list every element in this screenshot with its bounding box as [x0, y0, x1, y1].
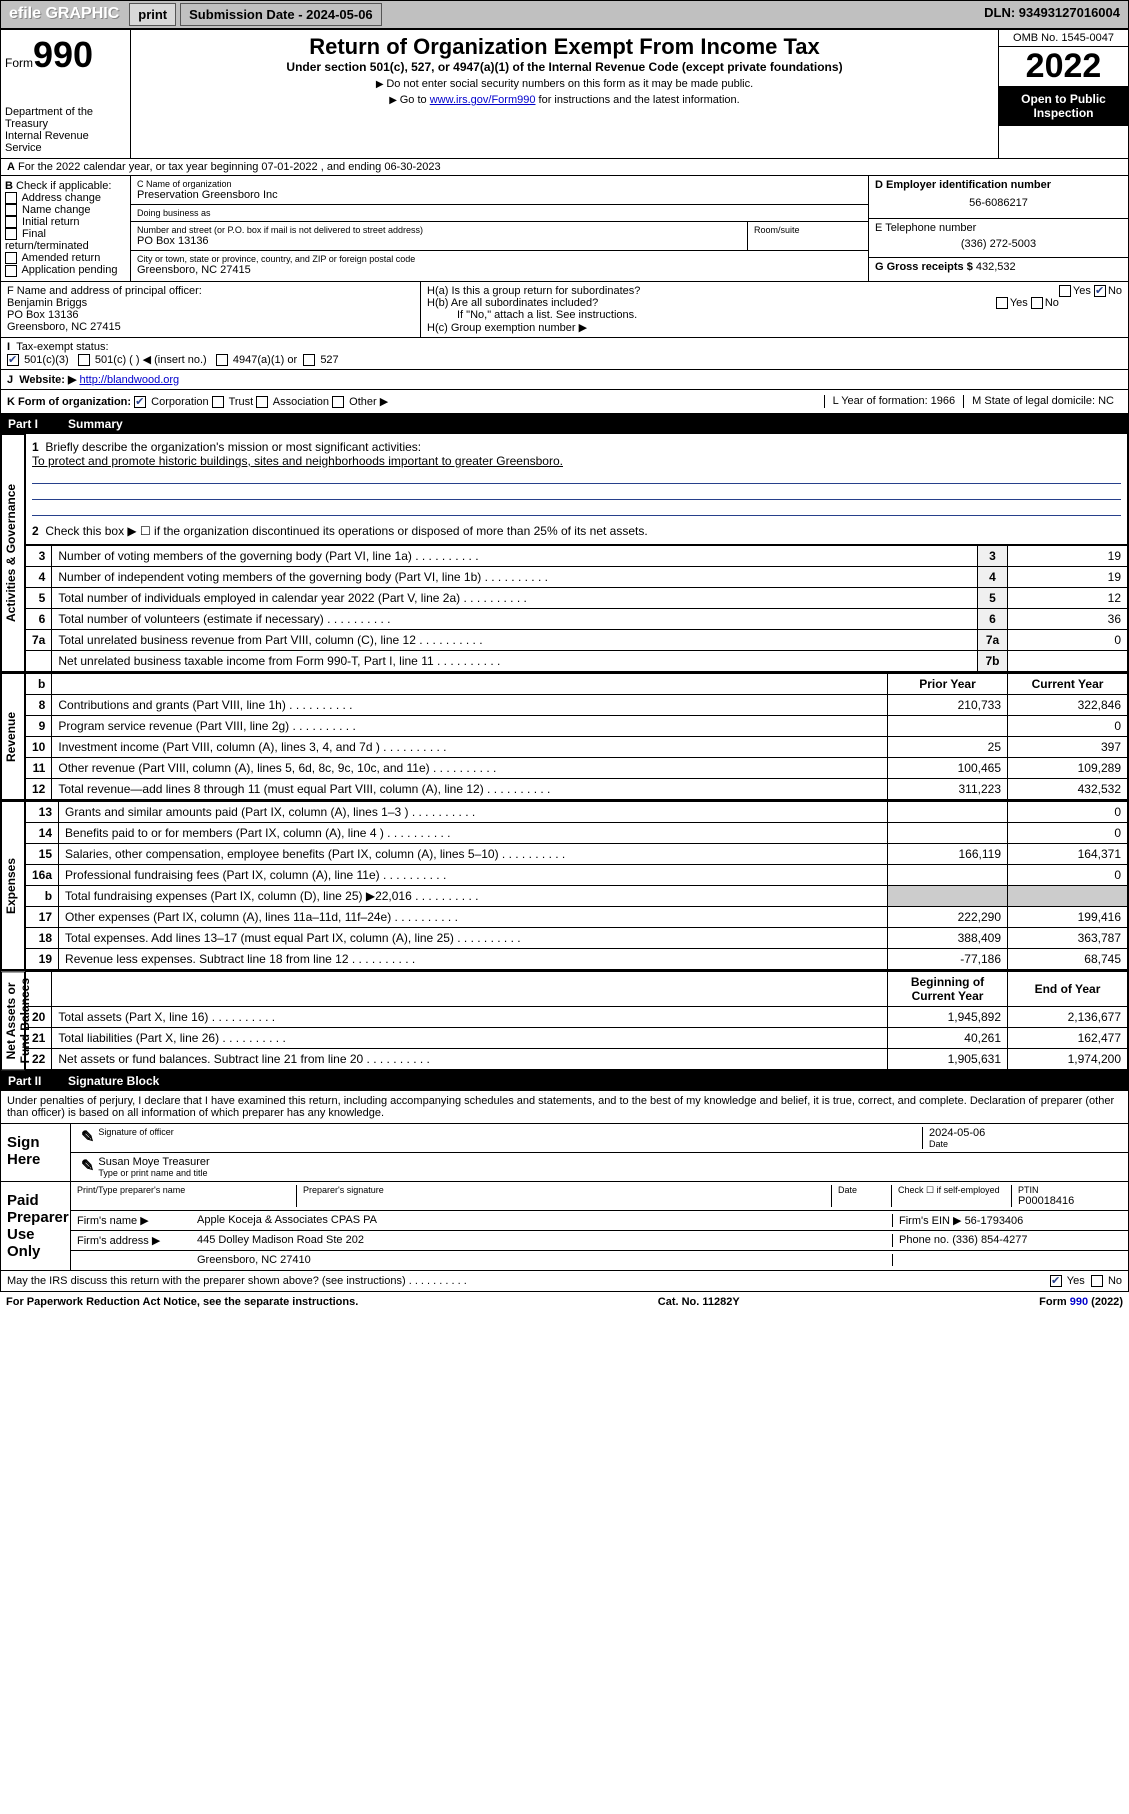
- officer-name-title: Susan Moye Treasurer: [98, 1156, 1122, 1168]
- section-governance: Activities & Governance 1 Briefly descri…: [0, 434, 1129, 673]
- org-name: Preservation Greensboro Inc: [137, 189, 862, 201]
- form-title: Return of Organization Exempt From Incom…: [135, 34, 994, 60]
- part1-header: Part I Summary: [0, 414, 1129, 434]
- signature-block: Under penalties of perjury, I declare th…: [0, 1091, 1129, 1292]
- mission-text: To protect and promote historic building…: [32, 454, 563, 468]
- col-d: D Employer identification number 56-6086…: [868, 176, 1128, 281]
- row-a: A For the 2022 calendar year, or tax yea…: [1, 159, 1128, 176]
- perjury-declaration: Under penalties of perjury, I declare th…: [1, 1091, 1128, 1123]
- col-f: F Name and address of principal officer:…: [1, 282, 421, 337]
- street: PO Box 13136: [137, 235, 741, 247]
- ptin: P00018416: [1018, 1195, 1122, 1207]
- paid-preparer-label: Paid Preparer Use Only: [1, 1182, 71, 1270]
- row-m: M State of legal domicile: NC: [963, 395, 1122, 408]
- b-checkbox[interactable]: [5, 228, 17, 240]
- row-l: L Year of formation: 1966: [824, 395, 964, 408]
- submission-date: Submission Date - 2024-05-06: [180, 3, 382, 26]
- hb-yes-checkbox[interactable]: [996, 297, 1008, 309]
- ha-yes-checkbox[interactable]: [1059, 285, 1071, 297]
- tax-year: 2022: [999, 47, 1128, 86]
- form-subtitle: Under section 501(c), 527, or 4947(a)(1)…: [135, 60, 994, 74]
- hb-no-checkbox[interactable]: [1031, 297, 1043, 309]
- dept-irs: Internal Revenue Service: [5, 130, 126, 154]
- officer-name: Benjamin Briggs: [7, 297, 414, 309]
- sig-date: 2024-05-06: [929, 1127, 1122, 1139]
- section-expenses: Expenses 13Grants and similar amounts pa…: [0, 801, 1129, 971]
- paperwork-notice: For Paperwork Reduction Act Notice, see …: [6, 1296, 358, 1308]
- omb-number: OMB No. 1545-0047: [999, 30, 1128, 47]
- form-number: 990: [33, 34, 93, 76]
- vtab-netassets: Net Assets or Fund Balances: [1, 971, 25, 1070]
- sign-here-label: Sign Here: [1, 1124, 71, 1181]
- b-checkbox[interactable]: [5, 204, 17, 216]
- instructions-link-row: Go to www.irs.gov/Form990 for instructio…: [135, 94, 994, 106]
- b-checkbox[interactable]: [5, 192, 17, 204]
- pen-icon: ✎: [77, 1156, 98, 1178]
- website-link[interactable]: http://blandwood.org: [79, 374, 179, 386]
- vtab-expenses: Expenses: [1, 801, 25, 970]
- row-i: I Tax-exempt status: 501(c)(3) 501(c) ( …: [1, 338, 421, 369]
- form-word: Form: [5, 56, 33, 70]
- part2-header: Part II Signature Block: [0, 1071, 1129, 1091]
- section-netassets: Net Assets or Fund Balances Beginning of…: [0, 971, 1129, 1071]
- dept-treasury: Department of the Treasury: [5, 106, 126, 130]
- discuss-yes-checkbox[interactable]: [1050, 1275, 1062, 1287]
- topbar: efile GRAPHIC print Submission Date - 20…: [0, 0, 1129, 29]
- cat-no: Cat. No. 11282Y: [658, 1296, 740, 1308]
- row-j: J Website: ▶ http://blandwood.org: [1, 370, 421, 389]
- print-button[interactable]: print: [129, 3, 176, 26]
- vtab-revenue: Revenue: [1, 673, 25, 800]
- firm-addr: 445 Dolley Madison Road Ste 202: [197, 1234, 892, 1247]
- b-checkbox[interactable]: [5, 216, 17, 228]
- firm-phone: (336) 854-4277: [952, 1234, 1027, 1246]
- phone: (336) 272-5003: [875, 234, 1122, 254]
- dln: DLN: 93493127016004: [976, 1, 1128, 28]
- firm-name: Apple Koceja & Associates CPAS PA: [197, 1214, 892, 1227]
- firm-ein: 56-1793406: [965, 1215, 1024, 1227]
- form-header: Form 990 Department of the Treasury Inte…: [0, 29, 1129, 159]
- pen-icon: ✎: [77, 1127, 98, 1149]
- section-revenue: Revenue bPrior YearCurrent Year8Contribu…: [0, 673, 1129, 801]
- discuss-no-checkbox[interactable]: [1091, 1275, 1103, 1287]
- col-c: C Name of organization Preservation Gree…: [131, 176, 868, 281]
- form-ref: Form 990 (2022): [1039, 1296, 1123, 1308]
- efile-graphic-label: efile GRAPHIC: [1, 1, 127, 28]
- 501c3-checkbox[interactable]: [7, 354, 19, 366]
- open-inspection: Open to Public Inspection: [999, 86, 1128, 126]
- ssn-warning: Do not enter social security numbers on …: [135, 78, 994, 90]
- col-h: H(a) Is this a group return for subordin…: [421, 282, 1128, 337]
- ein: 56-6086217: [875, 191, 1122, 215]
- b-checkbox[interactable]: [5, 265, 17, 277]
- k-corp-checkbox[interactable]: [134, 396, 146, 408]
- gross-receipts: 432,532: [976, 261, 1016, 273]
- col-b: B Check if applicable: Address change Na…: [1, 176, 131, 281]
- irs-link[interactable]: www.irs.gov/Form990: [430, 94, 536, 106]
- vtab-governance: Activities & Governance: [1, 434, 25, 672]
- b-checkbox[interactable]: [5, 252, 17, 264]
- footer: For Paperwork Reduction Act Notice, see …: [0, 1292, 1129, 1312]
- city: Greensboro, NC 27415: [137, 264, 862, 276]
- identity-block: A For the 2022 calendar year, or tax yea…: [0, 159, 1129, 414]
- row-k: K Form of organization: Corporation Trus…: [7, 395, 824, 408]
- ha-no-checkbox[interactable]: [1094, 285, 1106, 297]
